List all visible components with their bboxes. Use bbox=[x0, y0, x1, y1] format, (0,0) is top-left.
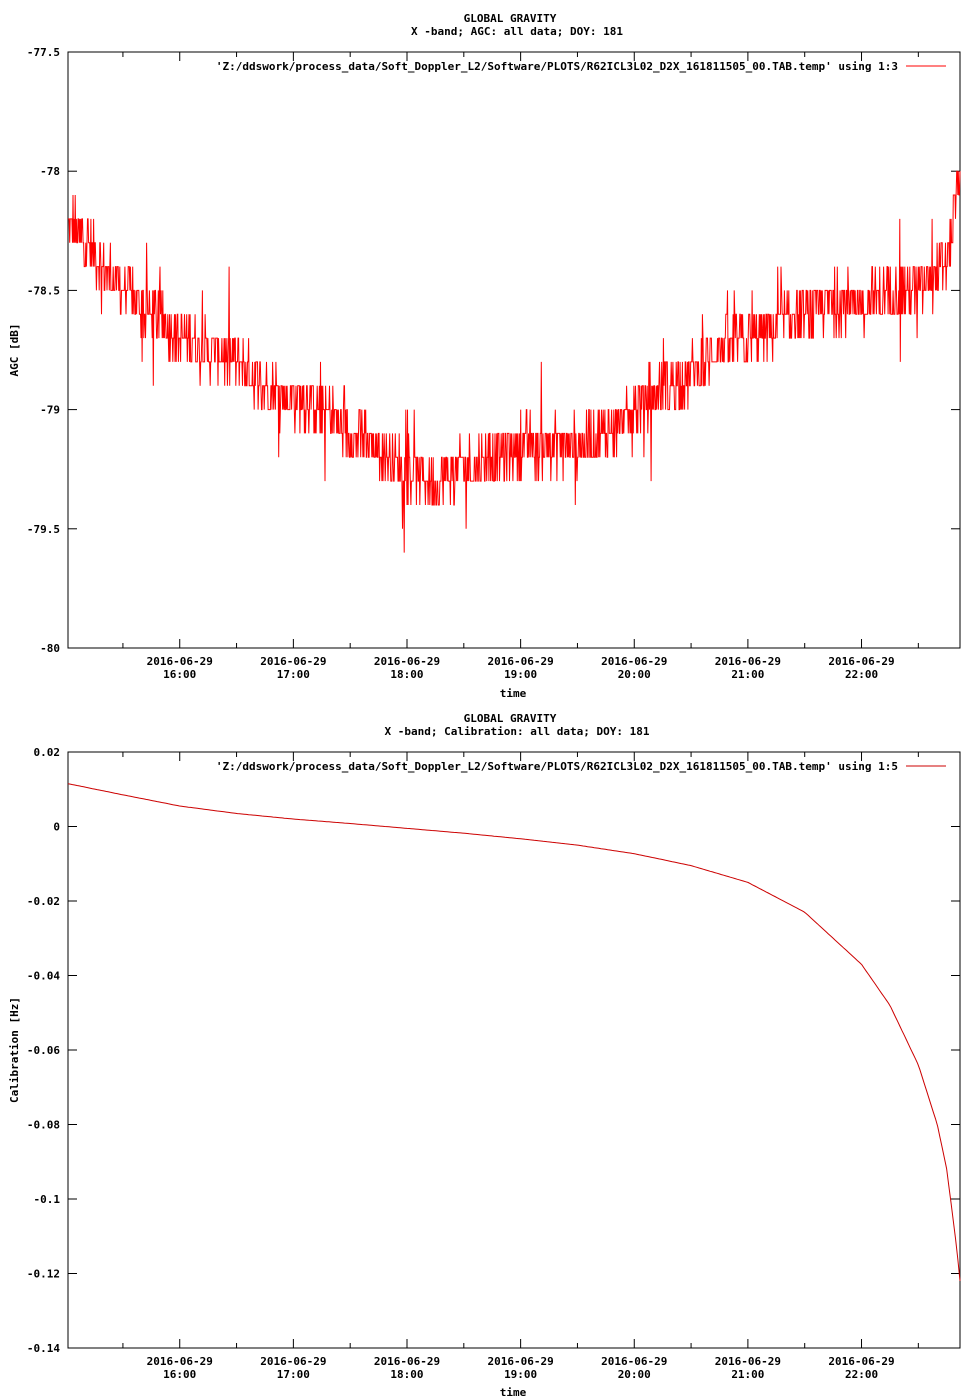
x-tick-time: 16:00 bbox=[163, 1368, 196, 1381]
x-tick-time: 17:00 bbox=[277, 1368, 310, 1381]
x-tick-time: 17:00 bbox=[277, 668, 310, 681]
y-tick-label: -0.1 bbox=[34, 1193, 61, 1206]
x-tick-date: 2016-06-29 bbox=[260, 1355, 326, 1368]
y-tick-label: -79.5 bbox=[27, 523, 60, 536]
y-tick-label: -77.5 bbox=[27, 46, 60, 59]
x-tick-time: 21:00 bbox=[731, 1368, 764, 1381]
x-tick-date: 2016-06-29 bbox=[828, 1355, 894, 1368]
y-tick-label: -80 bbox=[40, 642, 60, 655]
agc-plot-frame bbox=[67, 51, 961, 649]
y-tick-label: -78 bbox=[40, 165, 60, 178]
x-tick-date: 2016-06-29 bbox=[601, 655, 667, 668]
agc-x-axis: 2016-06-2916:002016-06-2917:002016-06-29… bbox=[122, 52, 919, 681]
calibration-chart-subtitle: X -band; Calibration: all data; DOY: 181 bbox=[385, 725, 650, 738]
x-tick-date: 2016-06-29 bbox=[601, 1355, 667, 1368]
calibration-y-axis-label: Calibration [Hz] bbox=[8, 997, 21, 1103]
x-tick-time: 16:00 bbox=[163, 668, 196, 681]
y-tick-label: -0.02 bbox=[27, 895, 60, 908]
y-tick-label: -0.06 bbox=[27, 1044, 60, 1057]
x-tick-date: 2016-06-29 bbox=[488, 1355, 554, 1368]
x-tick-time: 21:00 bbox=[731, 668, 764, 681]
calibration-x-axis: 2016-06-2916:002016-06-2917:002016-06-29… bbox=[122, 752, 919, 1381]
agc-y-axis-label: AGC [dB] bbox=[8, 324, 21, 377]
x-tick-date: 2016-06-29 bbox=[147, 1355, 213, 1368]
y-tick-label: -78.5 bbox=[27, 284, 60, 297]
x-tick-date: 2016-06-29 bbox=[374, 655, 440, 668]
x-tick-time: 18:00 bbox=[390, 1368, 423, 1381]
x-tick-date: 2016-06-29 bbox=[488, 655, 554, 668]
x-tick-time: 18:00 bbox=[390, 668, 423, 681]
x-tick-date: 2016-06-29 bbox=[374, 1355, 440, 1368]
x-tick-date: 2016-06-29 bbox=[715, 1355, 781, 1368]
x-tick-date: 2016-06-29 bbox=[715, 655, 781, 668]
agc-chart: GLOBAL GRAVITY X -band; AGC: all data; D… bbox=[8, 12, 961, 700]
y-tick-label: -0.12 bbox=[27, 1268, 60, 1281]
y-tick-label: 0 bbox=[53, 821, 60, 834]
agc-series-line bbox=[68, 170, 961, 553]
calibration-x-axis-label: time bbox=[500, 1386, 527, 1399]
x-tick-time: 22:00 bbox=[845, 668, 878, 681]
x-tick-time: 19:00 bbox=[504, 668, 537, 681]
calibration-plot-frame bbox=[67, 751, 961, 1349]
y-tick-label: -79 bbox=[40, 404, 60, 417]
y-tick-label: -0.04 bbox=[27, 970, 60, 983]
x-tick-time: 20:00 bbox=[618, 1368, 651, 1381]
y-tick-label: -0.08 bbox=[27, 1119, 60, 1132]
calibration-y-axis: 0.02 0 -0.02 -0.04 -0.06 -0.08 -0.1 -0.12 -0.14 bbox=[27, 746, 960, 1355]
y-tick-label: 0.02 bbox=[34, 746, 61, 759]
agc-chart-subtitle: X -band; AGC: all data; DOY: 181 bbox=[411, 25, 623, 38]
x-tick-time: 22:00 bbox=[845, 1368, 878, 1381]
x-tick-time: 20:00 bbox=[618, 668, 651, 681]
agc-x-axis-label: time bbox=[500, 687, 527, 700]
calibration-chart: GLOBAL GRAVITY X -band; Calibration: all… bbox=[8, 712, 961, 1399]
agc-legend-label: 'Z:/ddswork/process_data/Soft_Doppler_L2… bbox=[216, 60, 898, 73]
calibration-chart-title: GLOBAL GRAVITY bbox=[464, 712, 557, 725]
x-tick-time: 19:00 bbox=[504, 1368, 537, 1381]
x-tick-date: 2016-06-29 bbox=[260, 655, 326, 668]
x-tick-date: 2016-06-29 bbox=[828, 655, 894, 668]
calibration-series-line bbox=[67, 783, 961, 1281]
calibration-legend-label: 'Z:/ddswork/process_data/Soft_Doppler_L2… bbox=[216, 760, 898, 773]
y-tick-label: -0.14 bbox=[27, 1342, 60, 1355]
x-tick-date: 2016-06-29 bbox=[147, 655, 213, 668]
agc-y-axis: -77.5 -78 -78.5 -79 -79.5 -80 bbox=[27, 46, 960, 655]
agc-chart-title: GLOBAL GRAVITY bbox=[464, 12, 557, 25]
